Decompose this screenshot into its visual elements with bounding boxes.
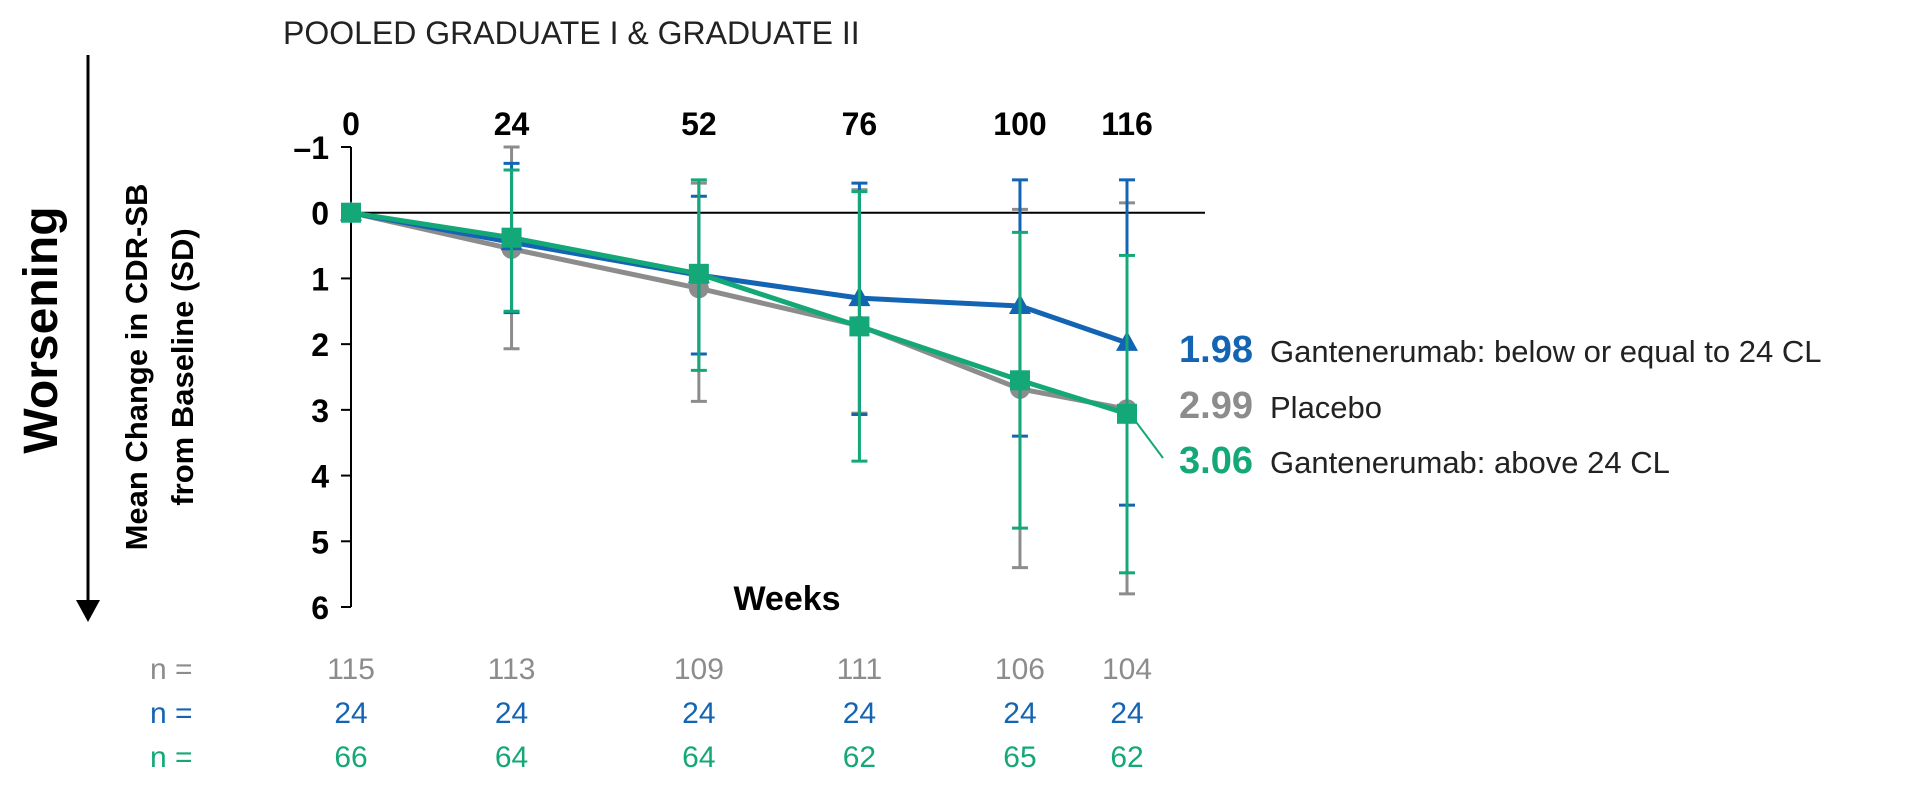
n-value: 66 — [334, 741, 367, 774]
n-value: 62 — [843, 741, 876, 774]
n-value: 64 — [495, 741, 528, 774]
n-value: 65 — [1003, 741, 1036, 774]
series-layer — [340, 145, 1138, 596]
n-value: 111 — [837, 653, 883, 686]
y-tick-label: 2 — [311, 327, 329, 363]
n-value: 24 — [334, 697, 367, 730]
y-tick-label: 3 — [311, 393, 329, 429]
series-1 — [340, 161, 1138, 507]
n-value: 24 — [495, 697, 528, 730]
x-tick-label: 52 — [681, 106, 717, 142]
x-tick-label: 100 — [993, 106, 1046, 142]
data-point — [341, 202, 361, 223]
n-value: 24 — [1003, 697, 1036, 730]
n-value: 104 — [1102, 653, 1152, 686]
n-row-label: n = — [150, 653, 193, 686]
y-axis-label-line-2: from Baseline (SD) — [165, 228, 200, 505]
data-point — [1009, 370, 1030, 391]
n-value: 113 — [488, 653, 536, 686]
n-table: n = 115 113 109 111 106 104 n = 24 24 24 24 24 24 n = 6… — [150, 653, 1152, 774]
data-point — [501, 227, 522, 248]
n-value: 62 — [1110, 741, 1143, 774]
x-tick-label: 24 — [494, 106, 530, 142]
series-line — [350, 210, 1128, 412]
series-line — [350, 210, 1128, 417]
n-value: 24 — [682, 697, 715, 730]
n-value: 24 — [1110, 697, 1143, 730]
y-tick-label: 5 — [311, 524, 329, 560]
n-value: 64 — [682, 741, 715, 774]
x-tick-label: 76 — [842, 106, 878, 142]
x-tick-label: 0 — [342, 106, 360, 142]
y-tick-label: 4 — [311, 459, 329, 495]
n-value: 115 — [327, 653, 375, 686]
y-tick-label: 6 — [311, 590, 329, 626]
n-row-label: n = — [150, 741, 193, 774]
data-point — [688, 263, 709, 284]
legend-series-name: Placebo — [1270, 390, 1382, 425]
series-2 — [341, 168, 1137, 575]
chart-title: POOLED GRADUATE I & GRADUATE II — [283, 15, 860, 51]
y-tick-label: 1 — [311, 261, 329, 297]
x-tick-label: 116 — [1101, 106, 1153, 142]
y-axis-label-line-1: Mean Change in CDR-SB — [119, 184, 154, 551]
final-value-label: 1.98 — [1179, 329, 1253, 371]
final-value-label: 2.99 — [1179, 385, 1253, 427]
y-tick-label: –1 — [293, 130, 329, 166]
legend-series-name: Gantenerumab: above 24 CL — [1270, 445, 1670, 480]
data-point — [1117, 403, 1137, 424]
n-value: 109 — [674, 653, 724, 686]
worsening-label: Worsening — [15, 206, 68, 453]
series-line — [350, 210, 1128, 346]
worsening-arrow-head — [76, 600, 100, 622]
n-row-label: n = — [150, 697, 193, 730]
axes: –1 0 1 2 3 4 5 6 0 24 52 76 100 116 — [293, 106, 1205, 626]
y-tick-label: 0 — [311, 196, 329, 232]
n-value: 106 — [995, 653, 1045, 686]
legend: 2.99 Placebo 1.98 Gantenerumab: below or eq… — [1132, 329, 1821, 482]
label-leader-line — [1132, 417, 1164, 459]
final-value-label: 3.06 — [1179, 440, 1253, 482]
legend-series-name: Gantenerumab: below or equal to 24 CL — [1270, 334, 1821, 369]
n-value: 24 — [843, 697, 876, 730]
data-point — [849, 316, 870, 337]
x-axis-label: Weeks — [733, 580, 840, 618]
